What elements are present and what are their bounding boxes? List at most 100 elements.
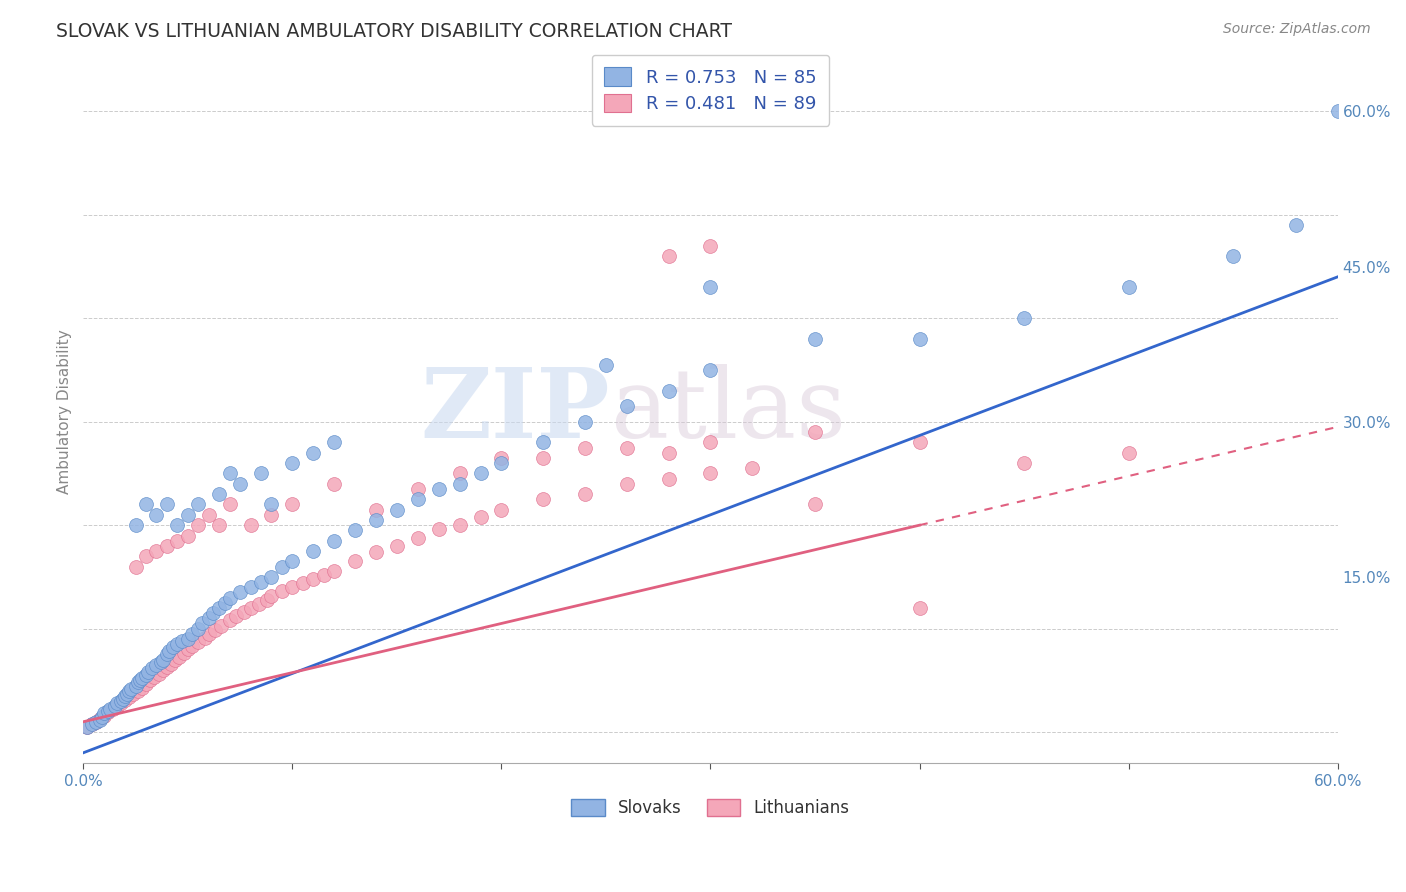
Point [135,498,157,512]
Text: Source: ZipAtlas.com: Source: ZipAtlas.com [1223,22,1371,37]
Text: ZIP: ZIP [420,364,610,458]
Point [105,696,128,710]
Point [908,332,931,346]
Point [177,508,200,522]
Point [260,589,283,603]
Point [110,694,132,708]
Point [1118,280,1140,294]
Point [208,601,231,615]
Point [344,554,367,568]
Point [187,622,209,636]
Point [93,708,115,723]
Point [80,716,103,731]
Point [204,623,226,637]
Point [187,518,209,533]
Point [193,631,215,645]
Point [531,450,554,465]
Point [449,518,471,533]
Point [218,613,240,627]
Point [804,332,827,346]
Point [128,673,150,688]
Point [124,518,146,533]
Point [302,572,325,586]
Point [658,384,681,398]
Point [91,709,114,723]
Point [256,592,278,607]
Point [225,609,247,624]
Point [250,467,273,481]
Point [1012,456,1035,470]
Point [470,509,492,524]
Point [127,683,149,698]
Point [385,539,408,553]
Point [122,687,145,701]
Point [233,605,256,619]
Point [491,456,513,470]
Point [239,518,262,533]
Point [136,665,159,679]
Point [658,446,681,460]
Point [531,492,554,507]
Point [124,559,146,574]
Point [260,570,283,584]
Point [323,476,346,491]
Point [156,539,179,553]
Point [260,498,283,512]
Point [239,601,262,615]
Point [323,533,346,548]
Point [156,648,179,662]
Point [145,544,167,558]
Point [741,461,763,475]
Point [616,399,638,413]
Point [218,498,240,512]
Point [177,642,200,657]
Point [135,668,157,682]
Point [406,482,429,496]
Point [491,502,513,516]
Point [281,580,304,594]
Point [344,524,367,538]
Point [699,239,721,253]
Point [250,575,273,590]
Point [197,508,219,522]
Point [531,435,554,450]
Point [173,647,195,661]
Point [149,655,172,669]
Point [141,661,163,675]
Point [166,637,188,651]
Point [574,487,596,501]
Point [208,487,231,501]
Point [427,522,450,536]
Point [214,596,236,610]
Point [197,611,219,625]
Point [574,415,596,429]
Point [177,528,200,542]
Point [449,476,471,491]
Point [156,660,179,674]
Point [201,606,224,620]
Point [114,693,136,707]
Point [131,671,153,685]
Point [115,687,138,701]
Point [181,627,204,641]
Point [385,502,408,516]
Point [104,699,127,714]
Point [101,702,124,716]
Point [208,518,231,533]
Point [120,681,142,696]
Point [160,657,183,671]
Legend: Slovaks, Lithuanians: Slovaks, Lithuanians [562,790,858,825]
Point [302,446,325,460]
Point [1326,104,1348,119]
Point [135,549,157,564]
Point [229,476,252,491]
Point [165,653,187,667]
Point [191,616,214,631]
Point [111,692,134,706]
Point [181,639,204,653]
Point [148,667,170,681]
Point [699,280,721,294]
Point [152,663,174,677]
Point [118,690,141,704]
Point [197,627,219,641]
